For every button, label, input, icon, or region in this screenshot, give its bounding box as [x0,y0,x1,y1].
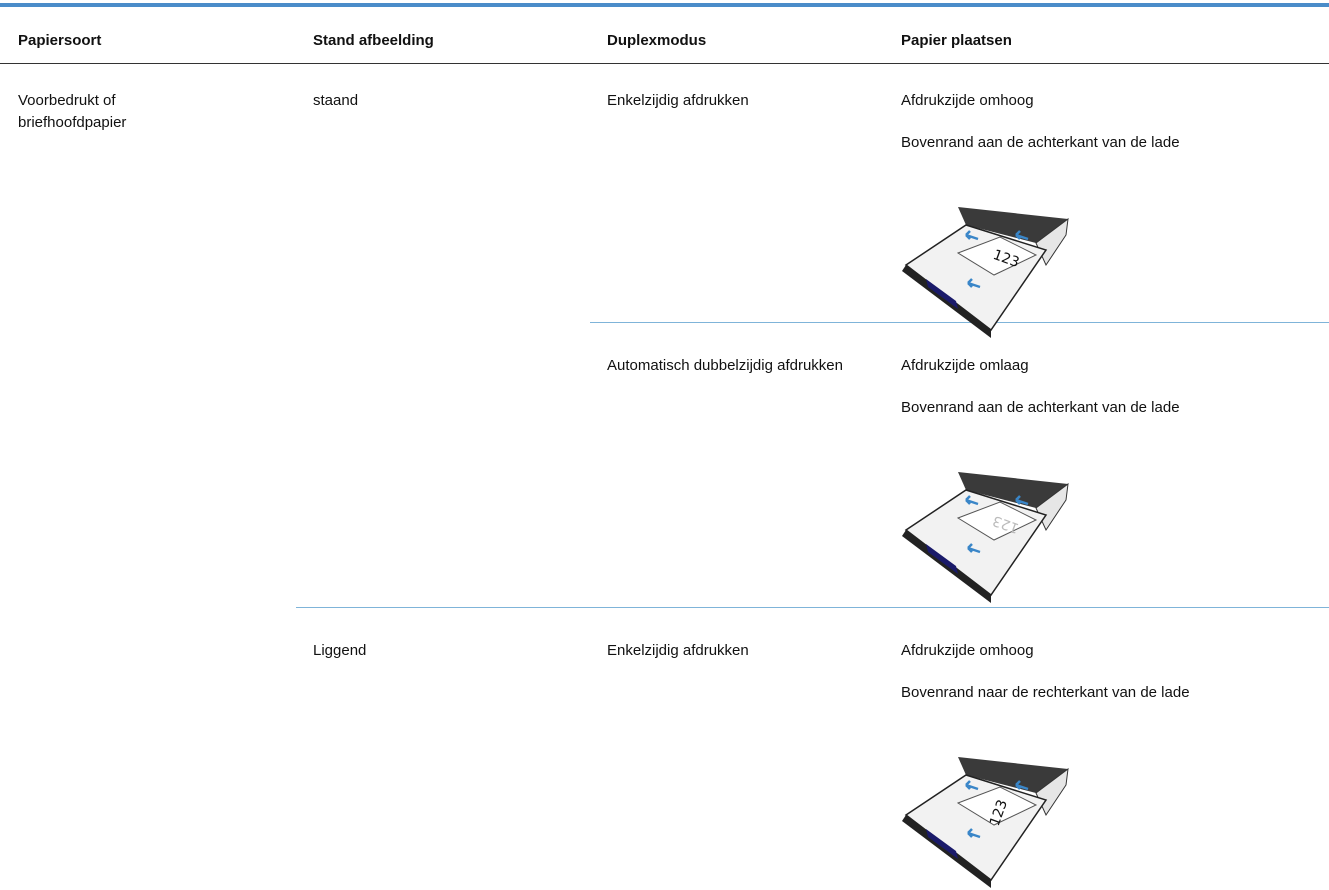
tray-illustration: 123 [902,207,1069,338]
tray-illustration: 123 [902,757,1069,888]
tray-handle [926,544,958,574]
guide-arrow [965,230,979,241]
cell-text: Enkelzijdig afdrukken [607,642,749,659]
tray-illustration: 123 [902,472,1069,603]
printer-body [958,757,1068,793]
tray [904,774,1048,882]
paper [956,786,1038,826]
instruction: Bovenrand aan de achterkant van de lade [901,134,1180,151]
guide-arrow [1015,495,1029,506]
cell-text: Voorbedrukt of briefhoofdpapier [18,92,127,131]
top-rule [0,3,1329,7]
guide-arrow [1015,230,1029,241]
guide-arrow [967,828,981,839]
cell-text: Enkelzijdig afdrukken [607,92,749,109]
tray-front [902,530,991,603]
guide-arrow [965,495,979,506]
paper [956,501,1038,541]
guide-arrow [967,278,981,289]
tray-front [902,265,991,338]
row-rule [296,607,1329,608]
column-header: Papiersoort [18,32,102,49]
tray-front [902,815,991,888]
guide-arrow [1015,780,1029,791]
row-rule [590,322,1329,323]
instruction: Afdrukzijde omhoog [901,642,1034,659]
column-header: Stand afbeelding [313,32,434,49]
guide-arrow [965,780,979,791]
tray [904,224,1048,332]
column-header: Duplexmodus [607,32,707,49]
instruction: Bovenrand naar de rechterkant van de lad… [901,684,1190,701]
cell-text: staand [313,92,359,109]
instruction: Bovenrand aan de achterkant van de lade [901,399,1180,416]
cell-text: Automatisch dubbelzijdig afdrukken [607,357,843,374]
column-header: Papier plaatsen [901,32,1012,49]
tray-handle [926,279,958,309]
header-rule [0,63,1329,64]
tray [904,489,1048,597]
printer-body [958,472,1068,508]
cell-text: Liggend [313,642,367,659]
guide-arrow [967,543,981,554]
instruction: Afdrukzijde omhoog [901,92,1034,109]
printer-body [958,207,1068,243]
instruction: Afdrukzijde omlaag [901,357,1029,374]
paper [956,236,1038,276]
tray-handle [926,829,958,859]
